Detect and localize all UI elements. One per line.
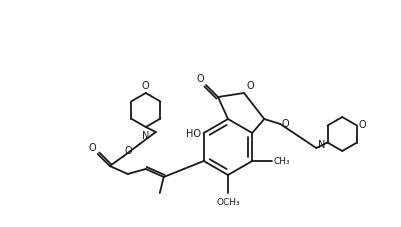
- Text: O: O: [142, 81, 149, 91]
- Text: O: O: [246, 81, 254, 91]
- Text: N: N: [317, 139, 325, 149]
- Text: N: N: [142, 131, 149, 140]
- Text: HO: HO: [185, 128, 200, 138]
- Text: O: O: [88, 142, 95, 152]
- Text: O: O: [196, 74, 203, 84]
- Text: O: O: [124, 145, 132, 155]
- Text: CH₃: CH₃: [273, 157, 289, 166]
- Text: O: O: [358, 120, 366, 130]
- Text: O: O: [281, 118, 288, 128]
- Text: OCH₃: OCH₃: [216, 197, 239, 206]
